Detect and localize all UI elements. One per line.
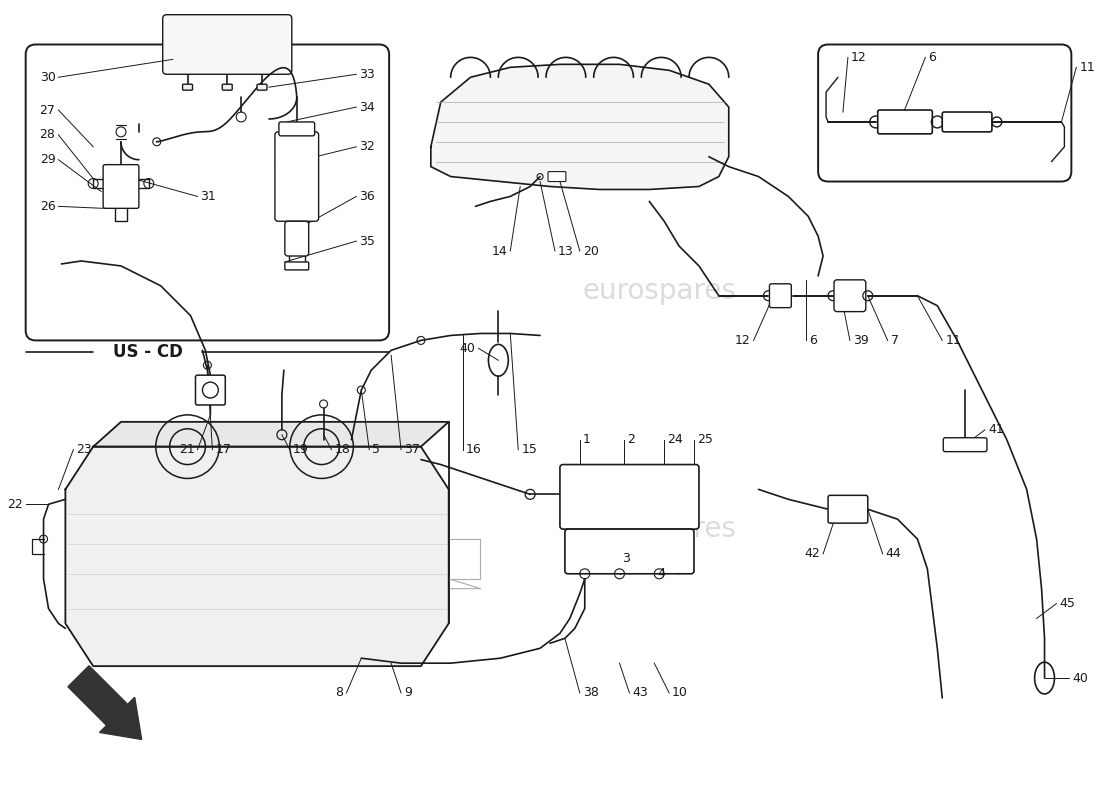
Text: 29: 29 xyxy=(40,153,55,166)
Text: 40: 40 xyxy=(460,342,475,355)
FancyBboxPatch shape xyxy=(279,122,315,136)
Text: 45: 45 xyxy=(1059,597,1076,610)
Text: 3: 3 xyxy=(623,552,630,566)
Text: 40: 40 xyxy=(1072,671,1088,685)
Text: 2: 2 xyxy=(627,434,636,446)
Text: 4: 4 xyxy=(658,567,666,580)
FancyBboxPatch shape xyxy=(25,45,389,341)
FancyBboxPatch shape xyxy=(183,84,192,90)
Text: eurospares: eurospares xyxy=(582,515,736,543)
Text: 27: 27 xyxy=(40,103,55,117)
FancyBboxPatch shape xyxy=(834,280,866,312)
FancyBboxPatch shape xyxy=(770,284,791,308)
FancyBboxPatch shape xyxy=(943,112,992,132)
FancyBboxPatch shape xyxy=(257,84,267,90)
FancyBboxPatch shape xyxy=(222,84,232,90)
Text: 6: 6 xyxy=(928,51,936,64)
Text: 14: 14 xyxy=(492,245,507,258)
Text: 15: 15 xyxy=(521,443,537,456)
FancyBboxPatch shape xyxy=(163,14,292,74)
Text: eurospares: eurospares xyxy=(165,515,319,543)
Text: 42: 42 xyxy=(804,547,821,561)
Text: 12: 12 xyxy=(735,334,750,347)
Text: 20: 20 xyxy=(583,245,598,258)
FancyBboxPatch shape xyxy=(285,262,309,270)
Text: 16: 16 xyxy=(465,443,482,456)
Text: 39: 39 xyxy=(852,334,869,347)
Text: 17: 17 xyxy=(216,443,231,456)
Text: 21: 21 xyxy=(178,443,195,456)
Text: 32: 32 xyxy=(360,140,375,154)
Text: 6: 6 xyxy=(810,334,817,347)
Polygon shape xyxy=(68,666,142,739)
Text: 35: 35 xyxy=(360,234,375,248)
Text: 18: 18 xyxy=(334,443,351,456)
Text: 25: 25 xyxy=(697,434,713,446)
Text: 26: 26 xyxy=(40,200,55,213)
Text: eurospares: eurospares xyxy=(165,277,319,305)
Text: 30: 30 xyxy=(40,70,55,84)
Text: 44: 44 xyxy=(886,547,901,561)
FancyBboxPatch shape xyxy=(878,110,933,134)
Text: 28: 28 xyxy=(40,128,55,142)
FancyBboxPatch shape xyxy=(828,495,868,523)
Text: 9: 9 xyxy=(404,686,411,699)
Polygon shape xyxy=(94,422,449,446)
Text: 12: 12 xyxy=(851,51,867,64)
Text: eurospares: eurospares xyxy=(582,277,736,305)
Polygon shape xyxy=(431,64,728,190)
Text: 11: 11 xyxy=(945,334,961,347)
Polygon shape xyxy=(65,446,449,666)
Text: 36: 36 xyxy=(360,190,375,203)
Text: 34: 34 xyxy=(360,101,375,114)
Text: US - CD: US - CD xyxy=(113,343,183,362)
Text: 8: 8 xyxy=(336,686,343,699)
FancyBboxPatch shape xyxy=(103,165,139,208)
Text: 19: 19 xyxy=(293,443,308,456)
Text: 7: 7 xyxy=(891,334,899,347)
FancyBboxPatch shape xyxy=(565,529,694,574)
FancyBboxPatch shape xyxy=(560,465,698,529)
Text: 24: 24 xyxy=(668,434,683,446)
Text: 31: 31 xyxy=(200,190,217,203)
Text: 33: 33 xyxy=(360,68,375,81)
Text: 22: 22 xyxy=(7,498,23,510)
Text: 41: 41 xyxy=(988,423,1003,436)
Text: 13: 13 xyxy=(558,245,574,258)
Text: 1: 1 xyxy=(583,434,591,446)
FancyBboxPatch shape xyxy=(943,438,987,452)
Text: 5: 5 xyxy=(372,443,381,456)
FancyBboxPatch shape xyxy=(818,45,1071,182)
FancyBboxPatch shape xyxy=(548,171,565,182)
Text: 43: 43 xyxy=(632,686,648,699)
FancyBboxPatch shape xyxy=(196,375,225,405)
Text: 38: 38 xyxy=(583,686,598,699)
Text: 37: 37 xyxy=(404,443,420,456)
Text: 23: 23 xyxy=(76,443,92,456)
Text: 11: 11 xyxy=(1079,61,1094,74)
FancyBboxPatch shape xyxy=(285,222,309,256)
FancyBboxPatch shape xyxy=(275,132,319,222)
Text: 10: 10 xyxy=(672,686,688,699)
